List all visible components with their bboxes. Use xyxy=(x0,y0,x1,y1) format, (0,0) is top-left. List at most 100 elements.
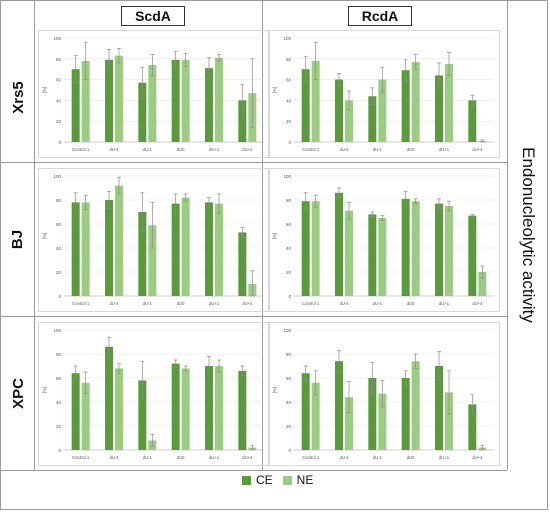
row-divider xyxy=(0,316,507,317)
bar-ne xyxy=(215,57,223,142)
x-tick-label: dU-4 xyxy=(339,455,349,460)
x-tick-label: Control 1 xyxy=(72,455,90,460)
y-tick-label: 20 xyxy=(286,424,292,429)
bar-ne xyxy=(378,393,387,450)
y-tick-label: 20 xyxy=(286,119,292,124)
bar-ce xyxy=(468,100,477,142)
row-title-text: BJ xyxy=(9,229,27,249)
x-tick-label: dU-4 xyxy=(109,147,119,152)
bar-ce xyxy=(435,75,443,142)
y-axis-label: [%] xyxy=(272,87,277,94)
y-axis-label: [%] xyxy=(42,87,47,94)
bar-ne xyxy=(215,366,223,450)
chart-bj-scda: 0 20 40 60 80 100 [%] Control 1 dU-4 dU-1 dU0 dU+1 d… xyxy=(42,174,264,306)
y-axis-label: [%] xyxy=(272,233,277,240)
bar-ce xyxy=(205,202,213,296)
y-tick-label: 60 xyxy=(286,78,292,83)
x-tick-label: dU+4 xyxy=(472,147,483,152)
y-tick-label: 0 xyxy=(288,294,291,299)
bar-ce xyxy=(368,378,377,450)
side-title: Endonucleolytic activity xyxy=(507,0,548,470)
x-tick-label: dU+1 xyxy=(439,301,450,306)
legend-swatch-ne xyxy=(282,475,292,485)
y-tick-label: 80 xyxy=(56,198,62,203)
bar-ce xyxy=(171,363,180,450)
bar-ce xyxy=(468,404,477,450)
bar-ne xyxy=(445,64,453,142)
y-tick-label: 100 xyxy=(53,174,61,179)
bar-ce xyxy=(335,361,343,450)
bar-ne xyxy=(345,210,353,296)
bar-ne xyxy=(148,225,157,296)
bar-ne xyxy=(345,100,353,142)
bar-ne xyxy=(378,218,387,296)
side-title-text: Endonucleolytic activity xyxy=(519,147,539,323)
chart-xrs5-rcda: 0 20 40 60 80 100 [%] Control 1 dU-4 dU-1 dU0 dU+1 d… xyxy=(272,36,494,152)
x-tick-label: dU0 xyxy=(407,455,415,460)
bar-ce xyxy=(335,79,343,142)
y-tick-label: 0 xyxy=(58,294,61,299)
bar-ne xyxy=(311,60,320,142)
bar-ne xyxy=(115,55,123,142)
bar-ce xyxy=(205,68,213,142)
row-title-bj: BJ xyxy=(4,162,32,316)
x-tick-label: dU0 xyxy=(177,147,185,152)
bar-ne xyxy=(181,368,190,450)
bar-ce xyxy=(368,96,377,142)
bar-ce xyxy=(205,366,213,450)
legend-swatch-ce xyxy=(242,475,251,485)
y-tick-label: 0 xyxy=(288,140,291,145)
y-tick-label: 40 xyxy=(56,400,62,405)
y-tick-label: 100 xyxy=(53,36,61,41)
legend: CE NE xyxy=(242,472,313,488)
y-axis-label: [%] xyxy=(42,387,47,394)
legend-item-ne: NE xyxy=(282,473,313,487)
y-axis-label: [%] xyxy=(42,233,47,240)
chart-panel-border xyxy=(268,168,500,312)
y-tick-label: 40 xyxy=(286,98,292,103)
bar-ne xyxy=(81,202,90,296)
x-tick-label: Control 1 xyxy=(302,455,320,460)
bar-ce xyxy=(138,82,147,142)
row-title-text: Xrs5 xyxy=(9,80,27,114)
chart-panel-border xyxy=(38,322,270,466)
y-tick-label: 60 xyxy=(286,222,292,227)
bar-ne xyxy=(445,392,453,450)
bar-ce xyxy=(138,212,147,296)
bar-ne xyxy=(181,197,190,296)
chart-xrs5-scda: 0 20 40 60 80 100 [%] Control 1 dU-4 dU-1 dU0 dU+1 d… xyxy=(42,36,264,152)
bar-ne xyxy=(378,79,387,142)
x-tick-label: dU0 xyxy=(177,301,185,306)
y-tick-label: 80 xyxy=(286,57,292,62)
chart-panel-border xyxy=(268,30,500,158)
bar-ce xyxy=(71,373,80,450)
x-tick-label: dU-4 xyxy=(339,301,349,306)
bar-ce xyxy=(301,201,310,296)
y-tick-label: 60 xyxy=(56,376,62,381)
x-tick-label: dU+1 xyxy=(209,455,220,460)
x-tick-label: dU-1 xyxy=(143,301,153,306)
bar-ne xyxy=(311,201,320,296)
bar-ce xyxy=(138,380,147,450)
column-title-rcda: RcdA xyxy=(348,6,412,26)
y-tick-label: 20 xyxy=(286,270,292,275)
x-tick-label: dU-1 xyxy=(373,147,383,152)
bar-ne xyxy=(445,206,453,296)
bar-ce xyxy=(105,59,113,143)
x-tick-label: dU+4 xyxy=(472,455,483,460)
x-tick-label: dU+4 xyxy=(472,301,483,306)
x-tick-label: dU+4 xyxy=(242,455,253,460)
y-tick-label: 0 xyxy=(58,448,61,453)
row-divider xyxy=(0,470,507,471)
x-tick-label: dU-4 xyxy=(109,455,119,460)
bar-ne xyxy=(411,361,420,450)
x-tick-label: dU-1 xyxy=(373,301,383,306)
y-tick-label: 100 xyxy=(283,36,291,41)
y-tick-label: 40 xyxy=(56,246,62,251)
legend-item-ce: CE xyxy=(242,473,273,487)
x-tick-label: dU-4 xyxy=(109,301,119,306)
bar-ce xyxy=(335,192,343,296)
bar-ce xyxy=(301,373,310,450)
x-tick-label: Control 1 xyxy=(72,147,90,152)
